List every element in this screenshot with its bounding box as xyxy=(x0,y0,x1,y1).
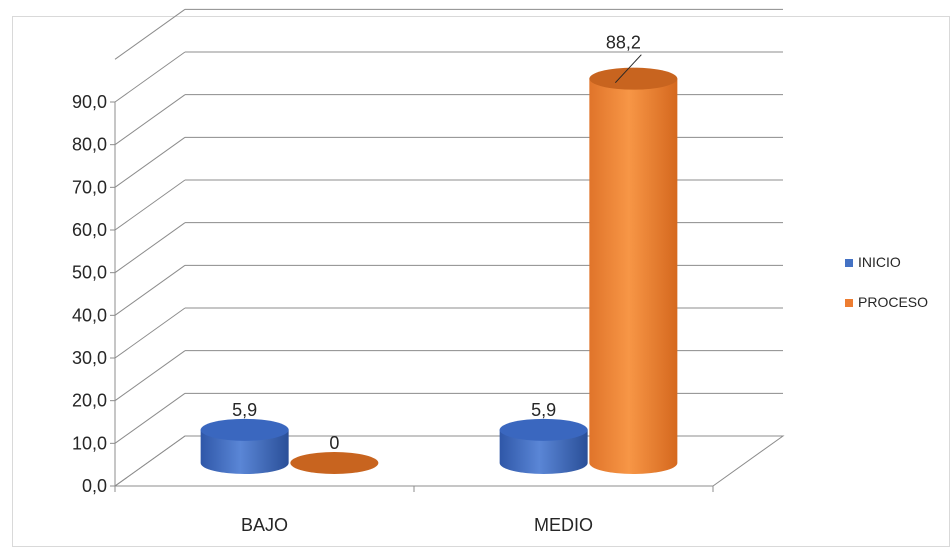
y-tick-label: 40,0 xyxy=(72,305,107,325)
x-category-label: MEDIO xyxy=(534,515,593,535)
data-label: 88,2 xyxy=(606,33,641,53)
bar-inicio-bajo xyxy=(200,418,289,475)
gridline-side xyxy=(114,94,186,146)
gridline-side xyxy=(114,51,186,103)
gridline-side xyxy=(114,222,186,274)
gridline-side xyxy=(114,8,186,60)
x-category-label: BAJO xyxy=(241,515,288,535)
y-tick-label: 60,0 xyxy=(72,220,107,240)
gridline-side xyxy=(114,179,186,231)
bar-top xyxy=(499,418,588,441)
y-tick-label: 0,0 xyxy=(82,476,107,496)
legend-swatch-proceso xyxy=(845,299,853,307)
y-tick-label: 70,0 xyxy=(72,177,107,197)
bars xyxy=(200,67,678,475)
chart-frame xyxy=(12,16,950,547)
data-label: 0 xyxy=(329,433,339,453)
y-tick-label: 80,0 xyxy=(72,135,107,155)
bar-top xyxy=(200,418,289,441)
bar-inicio-medio xyxy=(499,418,588,474)
bar-proceso-medio xyxy=(589,67,678,475)
gridline-side xyxy=(114,264,186,316)
bar-top xyxy=(290,452,379,474)
y-axis: 0,0 10,0 20,0 30,0 40,0 50,0 60,0 70,0 80,0 90,0 xyxy=(72,92,116,496)
gridline-side xyxy=(114,350,186,402)
y-tick-label: 20,0 xyxy=(72,391,107,411)
gridline-side xyxy=(114,392,186,444)
gridline-side xyxy=(114,435,186,487)
legend-swatch-inicio xyxy=(845,259,853,267)
gridline-side xyxy=(114,136,186,188)
x-axis: BAJO MEDIO xyxy=(114,485,714,535)
y-tick-label: 30,0 xyxy=(72,348,107,368)
legend-label-proceso: PROCESO xyxy=(858,294,928,310)
bar-body xyxy=(499,429,588,474)
chart-walls xyxy=(113,8,785,487)
bar-body xyxy=(589,78,678,475)
y-tick-label: 50,0 xyxy=(72,263,107,283)
legend-label-inicio: INICIO xyxy=(858,254,901,270)
bar-body xyxy=(200,429,289,475)
bar-top xyxy=(589,67,678,90)
y-tick-label: 90,0 xyxy=(72,92,107,112)
data-label: 5,9 xyxy=(232,400,257,420)
gridline-side xyxy=(114,307,186,359)
y-tick-label: 10,0 xyxy=(72,433,107,453)
data-label: 5,9 xyxy=(531,400,556,420)
data-label-leader xyxy=(614,54,642,84)
legend: INICIO PROCESO xyxy=(845,254,928,310)
data-labels: 5,9 0 5,9 88,2 xyxy=(232,33,642,453)
bar-proceso-bajo xyxy=(290,452,379,474)
